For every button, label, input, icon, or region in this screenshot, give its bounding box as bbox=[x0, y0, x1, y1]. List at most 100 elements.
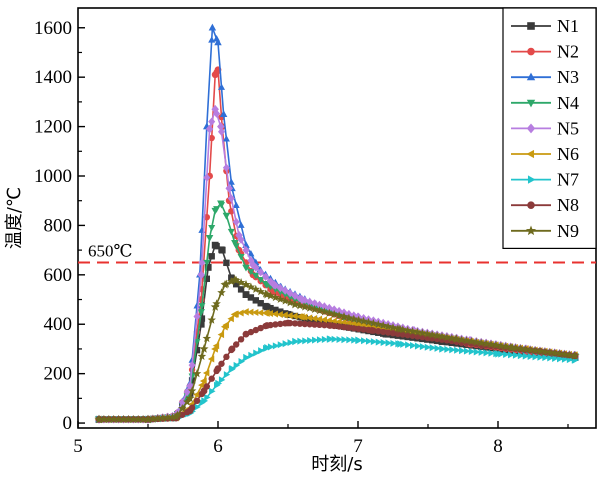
data-point-marker bbox=[246, 282, 256, 291]
data-point-marker bbox=[233, 281, 240, 288]
x-tick-label: 7 bbox=[353, 436, 363, 457]
data-point-marker bbox=[424, 343, 432, 351]
data-point-marker bbox=[228, 345, 236, 353]
data-point-marker bbox=[194, 403, 201, 411]
data-point-marker bbox=[143, 414, 153, 424]
data-point-marker bbox=[390, 339, 397, 347]
data-point-marker bbox=[315, 306, 324, 315]
data-point-marker bbox=[290, 299, 300, 309]
data-point-marker bbox=[276, 294, 285, 303]
data-point-marker bbox=[208, 134, 215, 142]
data-point-marker bbox=[199, 377, 207, 385]
data-point-marker bbox=[311, 299, 319, 308]
data-point-marker bbox=[291, 320, 299, 327]
x-tick-label: 8 bbox=[493, 436, 503, 457]
data-point-marker bbox=[527, 47, 535, 56]
data-point-marker bbox=[282, 340, 290, 348]
data-point-marker bbox=[163, 413, 172, 422]
data-point-marker bbox=[380, 328, 387, 336]
y-tick-label: 800 bbox=[44, 215, 73, 236]
data-point-marker bbox=[447, 333, 457, 342]
data-point-marker bbox=[197, 309, 205, 316]
data-point-marker bbox=[442, 332, 452, 342]
data-point-marker bbox=[217, 200, 225, 208]
data-point-marker bbox=[222, 163, 230, 172]
data-point-marker bbox=[198, 303, 206, 310]
data-point-marker bbox=[237, 336, 245, 343]
data-point-marker bbox=[192, 369, 202, 378]
data-point-marker bbox=[451, 334, 461, 343]
data-point-marker bbox=[277, 341, 285, 349]
data-point-marker bbox=[512, 351, 520, 359]
data-point-marker bbox=[321, 335, 329, 343]
data-point-marker bbox=[256, 309, 264, 317]
data-point-marker bbox=[264, 343, 272, 352]
data-point-marker bbox=[285, 298, 295, 307]
x-tick-label: 5 bbox=[73, 436, 83, 457]
data-point-marker bbox=[99, 414, 109, 423]
y-tick-label: 1200 bbox=[34, 117, 72, 138]
data-point-marker bbox=[306, 297, 314, 307]
data-point-marker bbox=[204, 393, 211, 401]
legend-label: N3 bbox=[557, 67, 579, 87]
data-point-marker bbox=[218, 360, 225, 367]
data-point-marker bbox=[272, 342, 280, 350]
data-point-marker bbox=[193, 346, 201, 354]
data-point-marker bbox=[354, 315, 363, 324]
data-point-marker bbox=[351, 336, 358, 344]
data-point-marker bbox=[335, 323, 343, 330]
data-point-marker bbox=[423, 329, 432, 338]
data-point-marker bbox=[193, 302, 201, 309]
data-point-marker bbox=[232, 201, 240, 208]
data-point-marker bbox=[109, 414, 118, 423]
data-point-marker bbox=[243, 353, 251, 362]
x-axis-title: 时刻/s bbox=[311, 454, 362, 475]
legend-item-n4: N4 bbox=[511, 93, 579, 113]
data-point-marker bbox=[211, 71, 219, 79]
data-point-marker bbox=[205, 124, 214, 134]
data-point-marker bbox=[171, 412, 181, 421]
data-point-marker bbox=[173, 410, 182, 419]
data-point-marker bbox=[242, 291, 250, 298]
data-point-marker bbox=[252, 326, 259, 334]
data-point-marker bbox=[262, 289, 272, 299]
data-point-marker bbox=[217, 127, 226, 136]
data-point-marker bbox=[277, 320, 284, 328]
data-point-marker bbox=[410, 341, 417, 350]
data-point-marker bbox=[186, 381, 194, 391]
legend-label: N4 bbox=[557, 93, 579, 113]
data-point-marker bbox=[385, 339, 392, 347]
data-point-marker bbox=[200, 387, 208, 395]
data-point-marker bbox=[213, 109, 221, 118]
data-point-marker bbox=[418, 328, 427, 337]
legend-label: N5 bbox=[557, 118, 579, 138]
data-point-marker bbox=[483, 349, 490, 357]
data-point-marker bbox=[491, 340, 501, 349]
data-point-marker bbox=[403, 326, 412, 335]
data-point-marker bbox=[266, 309, 274, 318]
data-point-marker bbox=[526, 99, 536, 108]
data-point-marker bbox=[257, 268, 265, 277]
data-point-marker bbox=[388, 323, 398, 332]
legend-item-n2: N2 bbox=[511, 42, 579, 62]
data-point-marker bbox=[365, 337, 373, 345]
data-point-marker bbox=[537, 353, 544, 361]
data-point-marker bbox=[327, 335, 335, 343]
data-point-marker bbox=[257, 324, 264, 332]
data-point-marker bbox=[158, 413, 167, 422]
data-point-marker bbox=[223, 259, 230, 267]
data-point-marker bbox=[219, 110, 228, 117]
data-point-marker bbox=[511, 343, 520, 352]
data-point-marker bbox=[276, 283, 284, 293]
data-point-marker bbox=[242, 330, 250, 338]
series-line bbox=[99, 244, 576, 421]
data-point-marker bbox=[368, 327, 376, 334]
data-point-marker bbox=[208, 23, 217, 31]
data-point-marker bbox=[508, 351, 515, 359]
data-point-marker bbox=[326, 322, 334, 329]
data-point-marker bbox=[316, 336, 324, 344]
data-point-marker bbox=[542, 354, 549, 362]
data-point-marker bbox=[227, 194, 235, 203]
data-point-marker bbox=[311, 317, 318, 324]
data-point-marker bbox=[209, 387, 216, 395]
